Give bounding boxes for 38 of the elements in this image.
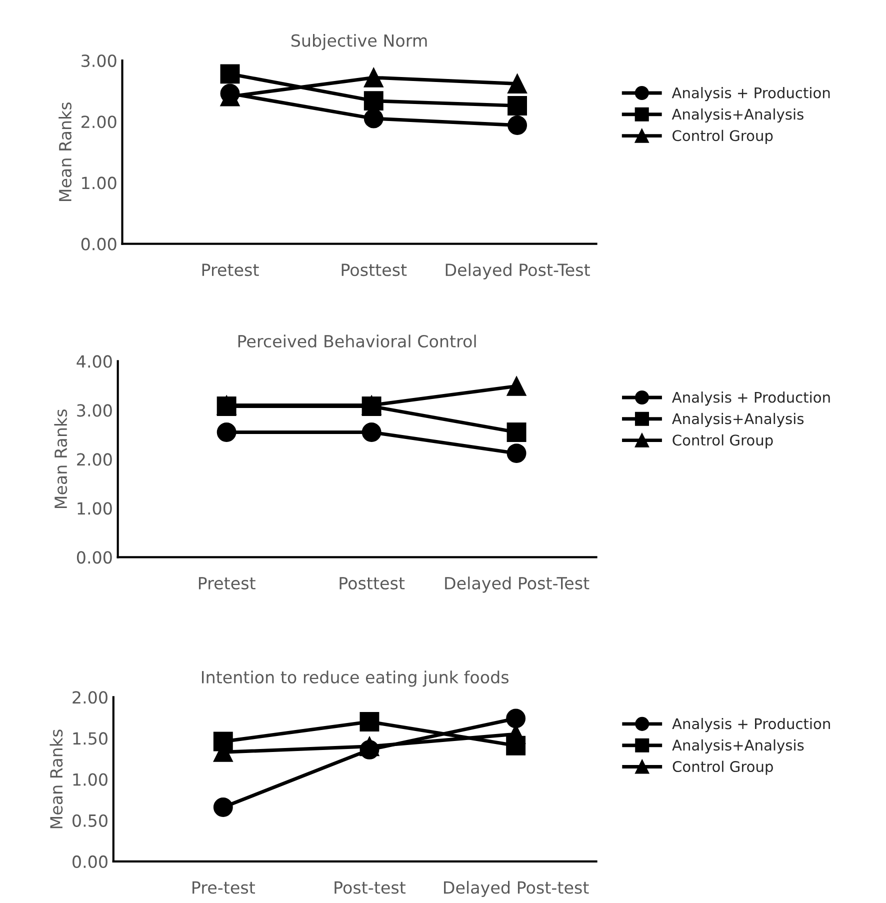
x-tick-label: Pretest xyxy=(198,577,256,590)
y-tick-label: 1.00 xyxy=(78,502,112,515)
x-tick-label: Delayed Post-test xyxy=(444,880,589,898)
x-tick-label: Post-test xyxy=(334,881,406,894)
legend-label: Control Group xyxy=(672,760,773,775)
chart-title: Intention to reduce eating junk foods xyxy=(202,670,509,687)
legend-label: Control Group xyxy=(672,434,773,448)
chart-title: Perceived Behavioral Control xyxy=(238,334,476,348)
legend-label: Analysis + Production xyxy=(672,718,830,732)
chart-title: Subjective Norm xyxy=(291,34,427,50)
y-tick-label: 2.00 xyxy=(72,691,108,704)
y-tick-label: 1.00 xyxy=(82,176,116,190)
y-tick-label: 1.00 xyxy=(73,773,108,786)
x-tick-label: Posttest xyxy=(342,264,407,276)
y-tick-label: 2.00 xyxy=(82,116,116,128)
legend-label: Analysis + Production xyxy=(672,392,830,406)
y-tick-label: 0.00 xyxy=(76,551,112,564)
y-axis-title: Mean Ranks xyxy=(54,409,68,508)
x-tick-label: Pretest xyxy=(202,264,259,276)
y-tick-label: 4.00 xyxy=(76,355,112,368)
y-tick-label: 1.50 xyxy=(73,732,108,745)
y-tick-label: 3.00 xyxy=(82,54,116,68)
x-tick-label: Delayed Post-Test xyxy=(446,263,590,280)
y-tick-label: 2.00 xyxy=(77,453,112,466)
y-tick-label: 0.00 xyxy=(81,238,116,250)
legend-label: Analysis+Analysis xyxy=(672,412,804,428)
y-axis-title: Mean Ranks xyxy=(58,102,72,202)
y-tick-label: 0.50 xyxy=(72,814,108,827)
legend-label: Analysis + Production xyxy=(672,87,830,102)
y-tick-label: 3.00 xyxy=(77,404,112,417)
legend-label: Analysis+Analysis xyxy=(672,739,804,754)
x-tick-label: Delayed Post-Test xyxy=(445,576,590,593)
y-tick-label: 0.00 xyxy=(72,855,108,868)
x-tick-label: Posttest xyxy=(340,577,405,590)
x-tick-label: Pre-test xyxy=(192,881,256,894)
y-axis-title: Mean Ranks xyxy=(50,730,63,828)
legend-label: Control Group xyxy=(672,130,773,144)
legend-label: Analysis+Analysis xyxy=(672,108,804,123)
